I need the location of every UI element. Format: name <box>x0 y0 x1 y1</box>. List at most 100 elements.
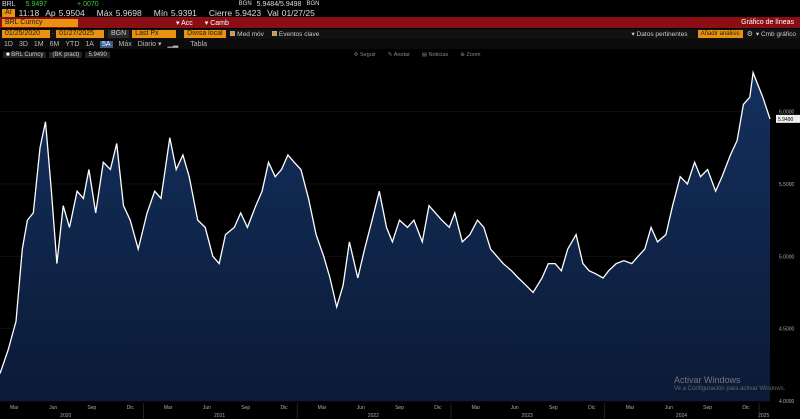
key-events-toggle[interactable]: Eventos clave <box>271 30 320 38</box>
pencil-icon: ✎ <box>387 52 394 58</box>
camb-label: Camb <box>210 19 229 27</box>
quote-date: 01/27/25 <box>281 8 315 18</box>
bidask-value: 5.9484/5.9498 <box>256 0 302 8</box>
legend-last-badge: 5.9490 <box>85 52 110 58</box>
x-month-tick: Jun <box>511 405 519 411</box>
period-select[interactable]: Diario ▾ <box>138 40 162 48</box>
quote-detail-bar: At 11:18 Ap 5.9504 Máx 5.9698 Mín 5.9391… <box>0 8 800 18</box>
data-label: Datos pertinentes <box>636 31 688 38</box>
y-tick-label: 5.5000 <box>779 182 795 188</box>
price-line <box>0 70 771 374</box>
low-label: Mín <box>153 8 168 18</box>
last-price-marker-label: 5.9490 <box>778 117 794 123</box>
y-tick-label: 5.0000 <box>779 254 795 260</box>
y-axis: 6.0000 5.5000 5.0000 4.5000 4.0000 5.9490 <box>776 110 800 405</box>
y-tick-label: 4.0000 <box>779 399 795 405</box>
x-month-tick: Sep <box>87 405 96 411</box>
source-field[interactable]: BGN <box>108 30 130 38</box>
last-price-marker <box>776 114 800 123</box>
legend-series-label: BRL Curncy <box>11 52 44 58</box>
x-year-tick: 2020 <box>60 413 71 419</box>
chart-title: Gráfico de líneas <box>741 19 794 26</box>
quote-time: 11:18 <box>18 8 40 18</box>
period-label: Diario <box>137 41 157 48</box>
moving-avg-label: Med móv <box>237 30 264 38</box>
x-month-tick: Jun <box>49 405 57 411</box>
title-bar: BRL Curncy ▾ Acc ▾ Camb Gráfico de línea… <box>0 17 800 28</box>
x-month-tick: Mar <box>472 405 481 411</box>
bidask-source: BGN <box>238 1 252 7</box>
tool-follow[interactable]: ✣ Seguir <box>354 52 376 58</box>
chart-edit-menu[interactable]: ▾ Cmb gráfico <box>756 30 796 38</box>
data-menu[interactable]: ▾ Datos pertinentes <box>632 30 688 38</box>
dropdown-arrow-icon: ▾ <box>631 31 637 38</box>
open-value: 5.9504 <box>58 8 85 18</box>
x-month-tick: Jun <box>203 405 211 411</box>
high-value: 5.9698 <box>115 8 142 18</box>
actions-label: Acc <box>181 19 193 27</box>
watermark-subtitle: Ve a Configuración para activar Windows. <box>674 386 786 392</box>
range-max[interactable]: Máx <box>118 40 132 48</box>
low-value: 5.9391 <box>170 8 197 18</box>
x-month-tick: Jun <box>665 405 673 411</box>
range-6m[interactable]: 6M <box>49 40 60 48</box>
x-month-tick: Mar <box>318 405 327 411</box>
x-month-tick: Dic <box>280 405 288 411</box>
legend-bar: ■ BRL Curncy (BK pract) 5.9490 ✣ Seguir … <box>0 49 800 61</box>
date-separator: - <box>52 31 54 37</box>
security-field[interactable]: BRL Curncy <box>2 18 78 27</box>
x-year-tick: 2021 <box>214 413 225 419</box>
price-chart[interactable]: 6.0000 5.5000 5.0000 4.5000 4.0000 5.9490 Mar… <box>0 61 800 419</box>
at-label: At <box>2 8 15 18</box>
x-month-tick: Dic <box>434 405 442 411</box>
key-events-label: Eventos clave <box>278 30 320 38</box>
ticker-label: BRL <box>2 0 16 8</box>
news-icon: ▤ <box>421 52 429 58</box>
legend-series[interactable]: ■ BRL Curncy <box>3 52 47 58</box>
range-3d[interactable]: 3D <box>18 40 28 48</box>
end-date-field[interactable]: 01/27/2025 <box>56 30 104 38</box>
tool-news[interactable]: ▤ Noticias <box>422 52 448 58</box>
range-5a[interactable]: 5A <box>99 40 113 48</box>
tool-annotate[interactable]: ✎ Anotar <box>388 52 410 58</box>
moving-avg-toggle[interactable]: Med móv <box>230 30 264 38</box>
start-date-field[interactable]: 01/25/2020 <box>2 30 50 38</box>
vol-label: Val <box>267 8 279 18</box>
bidask-source-2: BGN <box>306 1 320 7</box>
y-tick-label: 4.5000 <box>779 327 795 333</box>
x-year-tick: 2023 <box>522 413 533 419</box>
line-chart-icon[interactable]: ▁▂ <box>167 41 179 48</box>
x-month-tick: Dic <box>742 405 750 411</box>
x-month-tick: Dic <box>127 405 135 411</box>
x-year-tick: 2022 <box>368 413 379 419</box>
x-month-tick: Mar <box>626 405 635 411</box>
x-month-tick: Mar <box>164 405 173 411</box>
x-month-tick: Dic <box>588 405 596 411</box>
series-line-icon: ■ <box>6 52 10 58</box>
range-1m[interactable]: 1M <box>33 40 44 48</box>
annotation-button[interactable]: Añadir análisis <box>697 30 743 38</box>
table-button[interactable]: Tabla <box>190 40 208 48</box>
x-month-tick: Sep <box>549 405 558 411</box>
field-select[interactable]: Last Px <box>132 30 177 38</box>
currency-select[interactable]: Divisa local <box>184 30 227 38</box>
range-ytd[interactable]: YTD <box>65 40 80 48</box>
crosshair-icon: ✣ <box>353 52 360 58</box>
x-axis: Mar Jun Sep Dic Mar Jun Sep Dic Mar Jun Sep Dic Mar J… <box>10 403 769 419</box>
high-label: Máx <box>96 8 113 18</box>
tool-zoom[interactable]: ⊕ Zoom <box>460 52 480 58</box>
camb-menu[interactable]: ▾ Camb <box>205 19 229 27</box>
actions-menu[interactable]: ▾ Acc <box>176 19 193 27</box>
close-label: Cierre <box>208 8 233 18</box>
x-month-tick: Jun <box>357 405 365 411</box>
open-label: Ap <box>45 8 56 18</box>
legend-source: (BK pract) <box>49 52 83 58</box>
tool-news-label: Noticias <box>428 52 449 58</box>
range-bar: 1D 3D 1M 6M YTD 1A 5A Máx Diario ▾ ▁▂ Ta… <box>0 39 800 49</box>
range-1d[interactable]: 1D <box>4 40 13 48</box>
x-year-tick: 2025 <box>758 413 769 419</box>
range-1a[interactable]: 1A <box>85 40 94 48</box>
tool-follow-label: Seguir <box>359 52 376 58</box>
dropdown-arrow-icon: ▾ <box>204 19 211 27</box>
settings-icon[interactable]: ⚙ <box>746 31 753 38</box>
